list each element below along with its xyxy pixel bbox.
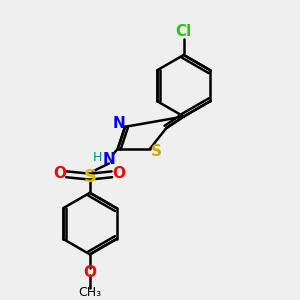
Text: O: O [112,166,125,181]
Text: S: S [151,144,162,159]
Text: CH₃: CH₃ [78,286,101,299]
Text: Cl: Cl [176,24,192,39]
Text: H: H [93,151,103,164]
Text: N: N [103,152,115,167]
Text: O: O [83,265,96,280]
Text: N: N [112,116,125,131]
Text: O: O [53,166,67,181]
Text: S: S [83,168,96,186]
